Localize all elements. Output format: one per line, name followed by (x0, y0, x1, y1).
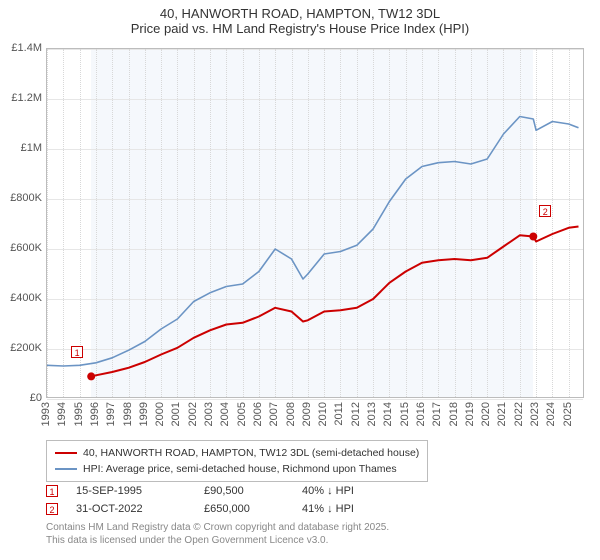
chart-container: 40, HANWORTH ROAD, HAMPTON, TW12 3DL Pri… (0, 0, 600, 560)
ytick-label: £600K (0, 243, 42, 254)
chart-svg (47, 49, 583, 397)
chart-subtitle: Price paid vs. HM Land Registry's House … (0, 21, 600, 36)
sale-diff: 40% ↓ HPI (302, 485, 382, 497)
xtick-label: 2019 (464, 402, 476, 426)
xtick-label: 2006 (252, 402, 264, 426)
xtick-label: 2010 (317, 402, 329, 426)
xtick-label: 2012 (350, 402, 362, 426)
sale-row: 2 31-OCT-2022 £650,000 41% ↓ HPI (46, 500, 382, 518)
xtick-label: 1995 (73, 402, 85, 426)
legend-label: HPI: Average price, semi-detached house,… (83, 463, 397, 475)
xtick-label: 2009 (301, 402, 313, 426)
xtick-label: 2018 (448, 402, 460, 426)
attribution-footer: Contains HM Land Registry data © Crown c… (46, 522, 389, 547)
xtick-label: 2014 (382, 402, 394, 426)
ytick-label: £1M (0, 143, 42, 154)
chart-titles: 40, HANWORTH ROAD, HAMPTON, TW12 3DL Pri… (0, 0, 600, 36)
xtick-label: 2000 (154, 402, 166, 426)
ytick-label: £1.4M (0, 43, 42, 54)
xtick-label: 2003 (203, 402, 215, 426)
xtick-label: 2004 (219, 402, 231, 426)
series-line-price_paid (91, 227, 578, 377)
sale-date: 31-OCT-2022 (76, 503, 186, 515)
ytick-label: £400K (0, 293, 42, 304)
sale-diff: 41% ↓ HPI (302, 503, 382, 515)
sale-row-marker: 2 (46, 503, 58, 515)
ytick-label: £200K (0, 343, 42, 354)
sale-annotations: 1 15-SEP-1995 £90,500 40% ↓ HPI 2 31-OCT-2022… (46, 482, 382, 518)
xtick-label: 1998 (122, 402, 134, 426)
legend-label: 40, HANWORTH ROAD, HAMPTON, TW12 3DL (se… (83, 447, 419, 459)
footer-line: This data is licensed under the Open Gov… (46, 535, 389, 548)
xtick-label: 2011 (333, 402, 345, 426)
xtick-label: 2015 (399, 402, 411, 426)
legend-item-price-paid: 40, HANWORTH ROAD, HAMPTON, TW12 3DL (se… (55, 445, 419, 461)
xtick-label: 1994 (56, 402, 68, 426)
sale-point (87, 372, 95, 380)
series-line-hpi (47, 117, 579, 367)
xtick-label: 2024 (545, 402, 557, 426)
ytick-label: £800K (0, 193, 42, 204)
sale-point (529, 233, 537, 241)
xtick-label: 2007 (268, 402, 280, 426)
gridline-h (47, 399, 583, 400)
xtick-label: 1997 (105, 402, 117, 426)
sale-row-marker: 1 (46, 485, 58, 497)
xtick-label: 1999 (138, 402, 150, 426)
sale-marker-2: 2 (539, 205, 551, 217)
sale-marker-1: 1 (71, 346, 83, 358)
xtick-label: 1993 (40, 402, 52, 426)
xtick-label: 2016 (415, 402, 427, 426)
xtick-label: 2023 (529, 402, 541, 426)
xtick-label: 2002 (187, 402, 199, 426)
xtick-label: 2005 (236, 402, 248, 426)
xtick-label: 2001 (170, 402, 182, 426)
footer-line: Contains HM Land Registry data © Crown c… (46, 522, 389, 535)
sale-price: £90,500 (204, 485, 284, 497)
xtick-label: 2013 (366, 402, 378, 426)
ytick-label: £1.2M (0, 93, 42, 104)
sale-price: £650,000 (204, 503, 284, 515)
legend-swatch (55, 468, 77, 470)
xtick-label: 1996 (89, 402, 101, 426)
sale-row: 1 15-SEP-1995 £90,500 40% ↓ HPI (46, 482, 382, 500)
xtick-label: 2025 (562, 402, 574, 426)
xtick-label: 2022 (513, 402, 525, 426)
legend-swatch (55, 452, 77, 454)
sale-date: 15-SEP-1995 (76, 485, 186, 497)
plot-area: 12 (46, 48, 584, 398)
chart-title: 40, HANWORTH ROAD, HAMPTON, TW12 3DL (0, 6, 600, 21)
xtick-label: 2008 (285, 402, 297, 426)
xtick-label: 2020 (480, 402, 492, 426)
xtick-label: 2021 (496, 402, 508, 426)
legend-item-hpi: HPI: Average price, semi-detached house,… (55, 461, 419, 477)
ytick-label: £0 (0, 393, 42, 404)
xtick-label: 2017 (431, 402, 443, 426)
legend: 40, HANWORTH ROAD, HAMPTON, TW12 3DL (se… (46, 440, 428, 482)
